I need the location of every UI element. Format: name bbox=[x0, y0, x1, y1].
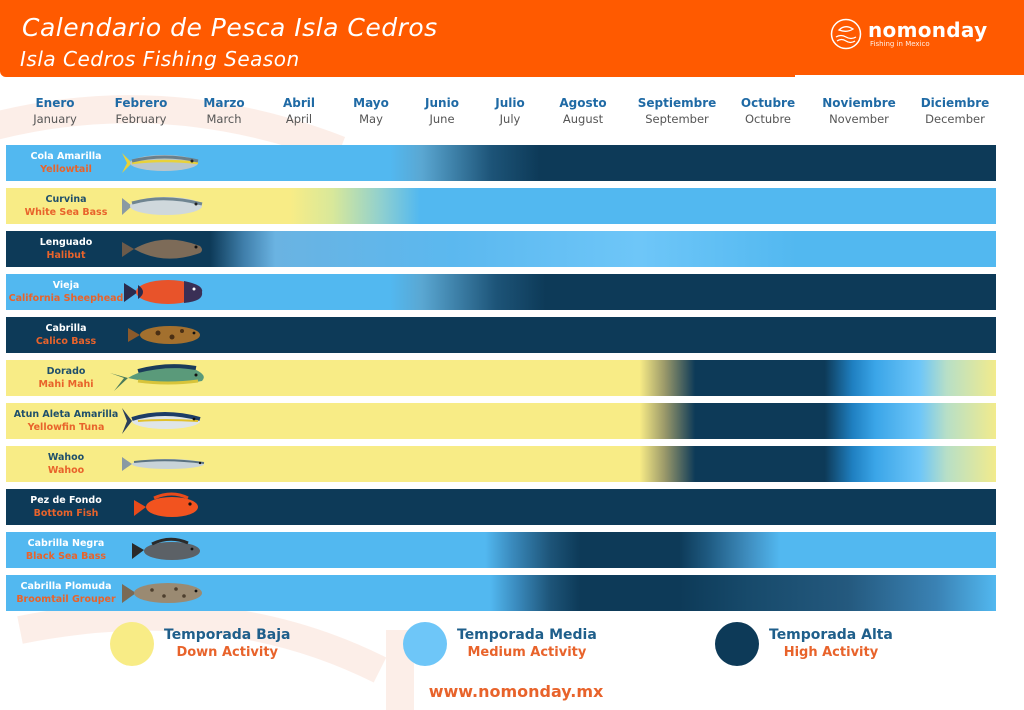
month-november: Noviembre November bbox=[822, 96, 896, 126]
species-name-es: Cabrilla Plomuda bbox=[20, 581, 112, 592]
logo-name: nomonday bbox=[868, 18, 988, 42]
sheephead-fish-icon bbox=[124, 280, 203, 304]
species-name-es: Curvina bbox=[45, 194, 87, 205]
legend-label-en: High Activity bbox=[783, 645, 879, 660]
month-header-row: Enero January Febrero February Marzo March … bbox=[0, 96, 1024, 136]
species-name-en: Mahi Mahi bbox=[38, 379, 94, 390]
month-january: Enero January bbox=[33, 96, 77, 126]
yellowtail-fish-icon bbox=[122, 153, 199, 173]
legend-label-es: Temporada Baja bbox=[164, 627, 291, 643]
species-name-en: Yellowfin Tuna bbox=[27, 422, 105, 433]
species-name-en: Wahoo bbox=[47, 465, 85, 476]
species-row-white-sea-bass: Curvina White Sea Bass bbox=[6, 188, 996, 224]
high-season-swatch-icon bbox=[715, 622, 759, 666]
species-name-es: Cabrilla Negra bbox=[27, 538, 105, 549]
species-name-en: Calico Bass bbox=[35, 336, 97, 347]
species-name-es: Wahoo bbox=[47, 452, 85, 463]
legend-label-es: Temporada Media bbox=[457, 627, 597, 643]
species-name-en: California Sheephead bbox=[8, 293, 124, 304]
month-december: Diciembre December bbox=[920, 96, 990, 126]
species-row-wahoo: Wahoo Wahoo bbox=[6, 446, 996, 482]
month-february: Febrero February bbox=[114, 96, 168, 126]
calico-bass-fish-icon bbox=[128, 326, 200, 344]
species-row-black-sea-bass: Cabrilla Negra Black Sea Bass bbox=[6, 532, 996, 568]
species-row-mahi-mahi: Dorado Mahi Mahi bbox=[6, 360, 996, 396]
page-subtitle: Isla Cedros Fishing Season bbox=[20, 47, 300, 71]
legend-item-high: Temporada Alta High Activity bbox=[715, 622, 893, 666]
medium-season-swatch-icon bbox=[403, 622, 447, 666]
species-name-en: Black Sea Bass bbox=[25, 551, 107, 562]
fish-wave-circle-icon bbox=[830, 18, 862, 50]
species-row-bottom-fish: Pez de Fondo Bottom Fish bbox=[6, 489, 996, 525]
legend-label-es: Temporada Alta bbox=[769, 627, 893, 643]
header-banner-right bbox=[790, 0, 1024, 75]
month-june: Junio June bbox=[425, 96, 459, 126]
species-name-es: Cabrilla bbox=[45, 323, 87, 334]
header-banner: Calendario de Pesca Isla Cedros Isla Ced… bbox=[0, 0, 795, 77]
species-row-calico-bass: Cabrilla Calico Bass bbox=[6, 317, 996, 353]
species-name-en: Bottom Fish bbox=[33, 508, 99, 519]
low-season-swatch-icon bbox=[110, 622, 154, 666]
month-october: Octubre Octubre bbox=[740, 96, 796, 126]
white-sea-bass-fish-icon bbox=[122, 197, 203, 215]
logo-tagline: Fishing in Mexico bbox=[870, 40, 930, 48]
page-title: Calendario de Pesca Isla Cedros bbox=[22, 13, 438, 42]
website-link[interactable]: www.nomonday.mx bbox=[428, 682, 604, 701]
mahi-mahi-fish-icon bbox=[110, 364, 204, 391]
species-name-es: Atun Aleta Amarilla bbox=[13, 409, 119, 420]
legend-item-medium: Temporada Media Medium Activity bbox=[403, 622, 597, 666]
month-august: Agosto August bbox=[559, 96, 607, 126]
species-row-yellowfin-tuna: Atun Aleta Amarilla Yellowfin Tuna bbox=[6, 403, 996, 439]
yellowfin-tuna-fish-icon bbox=[122, 408, 201, 434]
species-row-halibut: Lenguado Halibut bbox=[6, 231, 996, 267]
brand-logo[interactable]: nomonday Fishing in Mexico bbox=[830, 18, 987, 50]
species-name-en: Yellowtail bbox=[40, 164, 92, 175]
month-september: Septiembre September bbox=[637, 96, 717, 126]
species-name-es: Cola Amarilla bbox=[30, 151, 102, 162]
broomtail-grouper-fish-icon bbox=[122, 583, 202, 603]
month-july: Julio July bbox=[495, 96, 525, 126]
species-name-es: Vieja bbox=[52, 280, 80, 291]
month-april: Abril April bbox=[282, 96, 316, 126]
species-name-es: Dorado bbox=[46, 366, 86, 377]
legend-label-en: Down Activity bbox=[176, 645, 279, 660]
month-may: Mayo May bbox=[353, 96, 389, 126]
month-march: Marzo March bbox=[203, 96, 245, 126]
legend-label-en: Medium Activity bbox=[467, 645, 587, 660]
black-sea-bass-fish-icon bbox=[132, 537, 200, 560]
species-row-california-sheephead: Vieja California Sheephead bbox=[6, 274, 996, 310]
species-row-yellowtail: Cola Amarilla Yellowtail bbox=[6, 145, 996, 181]
species-name-en: White Sea Bass bbox=[24, 207, 108, 218]
legend-item-low: Temporada Baja Down Activity bbox=[110, 622, 290, 666]
species-name-en: Broomtail Grouper bbox=[16, 594, 116, 605]
species-name-es: Lenguado bbox=[39, 237, 93, 248]
species-name-es: Pez de Fondo bbox=[30, 495, 102, 506]
wahoo-fish-icon bbox=[122, 457, 205, 471]
species-row-broomtail-grouper: Cabrilla Plomuda Broomtail Grouper bbox=[6, 575, 996, 611]
bottom-fish-icon bbox=[134, 492, 198, 517]
species-name-en: Halibut bbox=[46, 250, 86, 261]
halibut-fish-icon bbox=[122, 239, 202, 259]
